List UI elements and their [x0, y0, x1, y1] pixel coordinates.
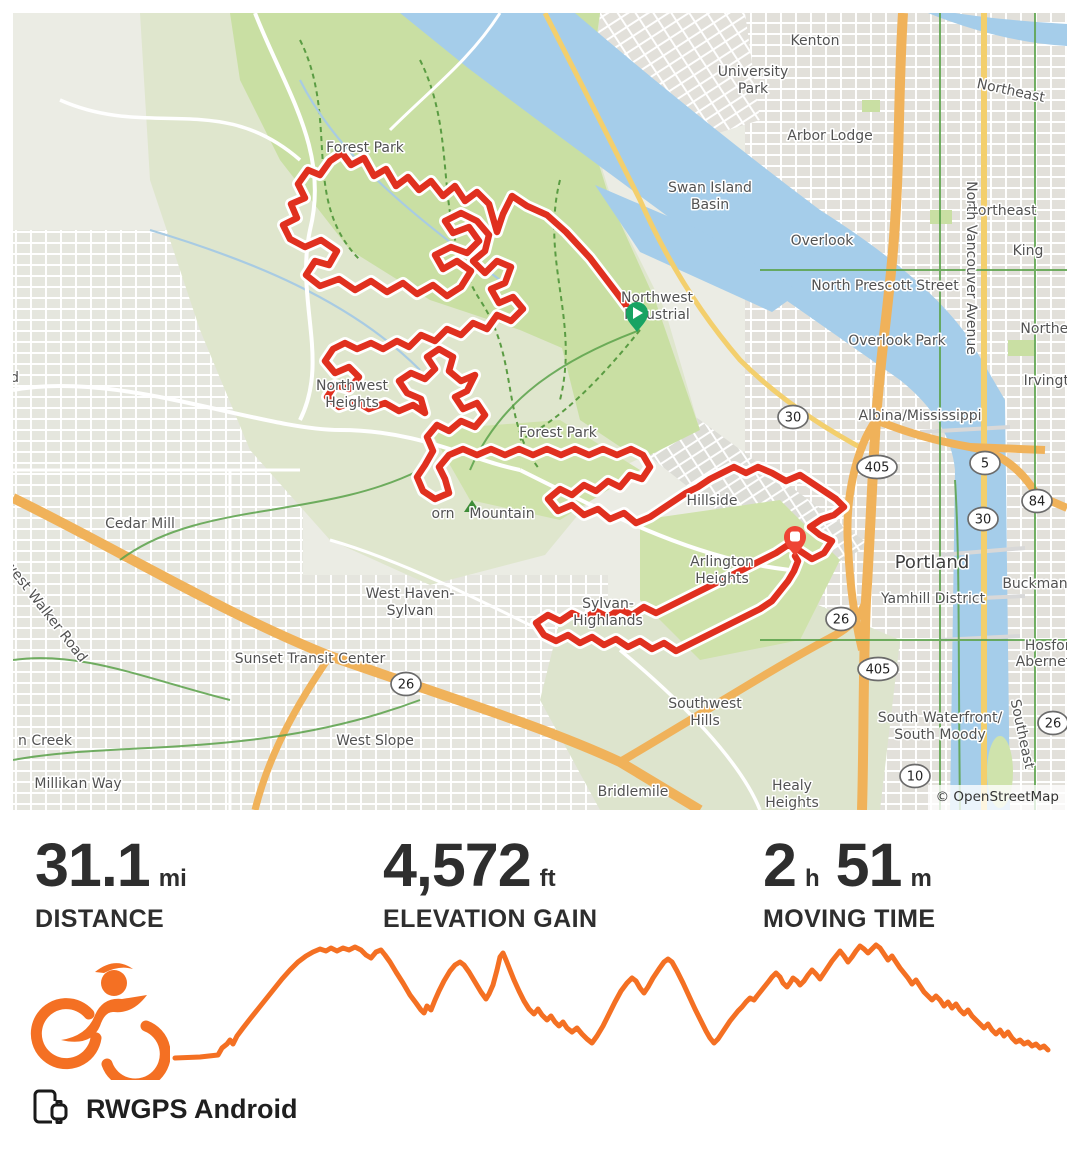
map-label: Healy Heights — [765, 778, 819, 810]
phone-watch-icon — [33, 1089, 68, 1124]
map-label: Millikan Way — [34, 776, 121, 792]
svg-text:84: 84 — [1029, 495, 1046, 510]
highway-shield: 30 — [967, 506, 999, 532]
highway-shield: 5 — [969, 450, 1001, 476]
highway-shield: 84 — [1021, 488, 1053, 514]
map-label: Forest Park — [326, 140, 405, 156]
elevation-unit: ft — [539, 865, 556, 892]
highway-shield: 26 — [390, 671, 422, 697]
map-label: Mountain — [469, 506, 534, 522]
stat-moving-time: 2 h 51 m MOVING TIME — [763, 835, 935, 934]
map-label: Overlook Park — [848, 333, 946, 349]
map-label: Abernethy — [1016, 654, 1067, 670]
map-label: North Vancouver Avenue — [963, 181, 979, 355]
svg-text:30: 30 — [785, 411, 802, 426]
source-row: RWGPS Android — [30, 1088, 298, 1130]
distance-unit: mi — [158, 865, 187, 892]
map-label: Northeast — [1020, 321, 1067, 337]
highway-shield: 405 — [856, 454, 898, 480]
highway-shield: 30 — [777, 404, 809, 430]
stat-distance: 31.1 mi DISTANCE — [35, 835, 187, 934]
map-label: Portland — [895, 552, 970, 573]
svg-text:405: 405 — [865, 461, 890, 476]
moving-time-value: 2 h 51 m — [763, 831, 932, 899]
map-label: Forest Park — [519, 425, 598, 441]
svg-text:10: 10 — [907, 770, 924, 785]
route-line — [277, 147, 850, 657]
svg-text:5: 5 — [981, 457, 989, 472]
map-label: Kenton — [791, 33, 840, 49]
svg-text:30: 30 — [975, 513, 992, 528]
svg-text:26: 26 — [833, 613, 850, 628]
source-label: RWGPS Android — [86, 1093, 298, 1124]
map-label: n Creek — [18, 733, 73, 749]
map-label: Northwest Heights — [316, 378, 389, 411]
ride-stats: 31.1 mi DISTANCE 4,572 ft ELEVATION GAIN 2… — [0, 835, 1080, 945]
stat-elevation-gain: 4,572 ft ELEVATION GAIN — [383, 835, 597, 934]
highway-shield: 405 — [857, 656, 899, 682]
highway-shield: 26 — [825, 606, 857, 632]
map-label: Albina/Mississippi — [859, 408, 982, 424]
map-label: orn — [432, 506, 455, 522]
map-label: Northeast — [967, 203, 1037, 219]
map-label: King — [1013, 243, 1044, 259]
osm-attribution[interactable]: © OpenStreetMap — [927, 785, 1067, 810]
map-label: Buckman — [1002, 576, 1067, 592]
moving-time-label: MOVING TIME — [763, 905, 936, 933]
map-label: West Slope — [336, 733, 414, 749]
map-roads-yellow — [542, 13, 987, 810]
start-marker[interactable] — [626, 302, 648, 332]
map-label: South Waterfront/South Moody — [878, 710, 1003, 743]
map-label: Cedar Mill — [105, 516, 175, 532]
route-map[interactable]: Forest Park University Park Kenton Arbor Lod… — [13, 13, 1067, 810]
map-label: Southwest Hills — [668, 696, 742, 729]
map-label: North Prescott Street — [811, 278, 959, 294]
svg-text:405: 405 — [866, 663, 891, 678]
elevation-profile-chart — [172, 942, 1051, 1061]
map-label: Sunset Transit Center — [235, 651, 386, 667]
map-label: oad — [13, 370, 19, 386]
elevation-value: 4,572 ft — [383, 831, 556, 899]
map-label: Swan Island Basin — [668, 180, 752, 213]
map-cycle-routes — [13, 13, 1067, 810]
svg-text:26: 26 — [1045, 717, 1062, 732]
highway-shield: 26 — [1037, 710, 1067, 736]
svg-text:26: 26 — [398, 678, 415, 693]
map-label: Arlington Heights — [690, 554, 754, 587]
elevation-label: ELEVATION GAIN — [383, 905, 598, 933]
map-label: Irvington — [1024, 373, 1067, 389]
peak-icon — [464, 500, 480, 512]
distance-value: 31.1 mi — [35, 831, 187, 899]
map-label: Hosford — [1025, 638, 1067, 654]
end-marker[interactable] — [784, 526, 806, 556]
map-label: Overlook — [791, 233, 855, 249]
highway-shields: 30 405 5 84 30 26 405 10 26 26 — [390, 404, 1067, 789]
highway-shield: 10 — [899, 763, 931, 789]
cyclist-icon — [30, 963, 170, 1080]
map-label: Hillside — [687, 493, 738, 509]
map-label: Yamhill District — [880, 591, 986, 607]
map-label: Bridlemile — [598, 784, 669, 800]
distance-label: DISTANCE — [35, 905, 165, 933]
map-label: West Haven-Sylvan — [366, 586, 455, 619]
map-label: University Park — [718, 64, 789, 97]
map-label: Arbor Lodge — [787, 128, 873, 144]
map-label: Sylvan-Highlands — [573, 596, 643, 629]
